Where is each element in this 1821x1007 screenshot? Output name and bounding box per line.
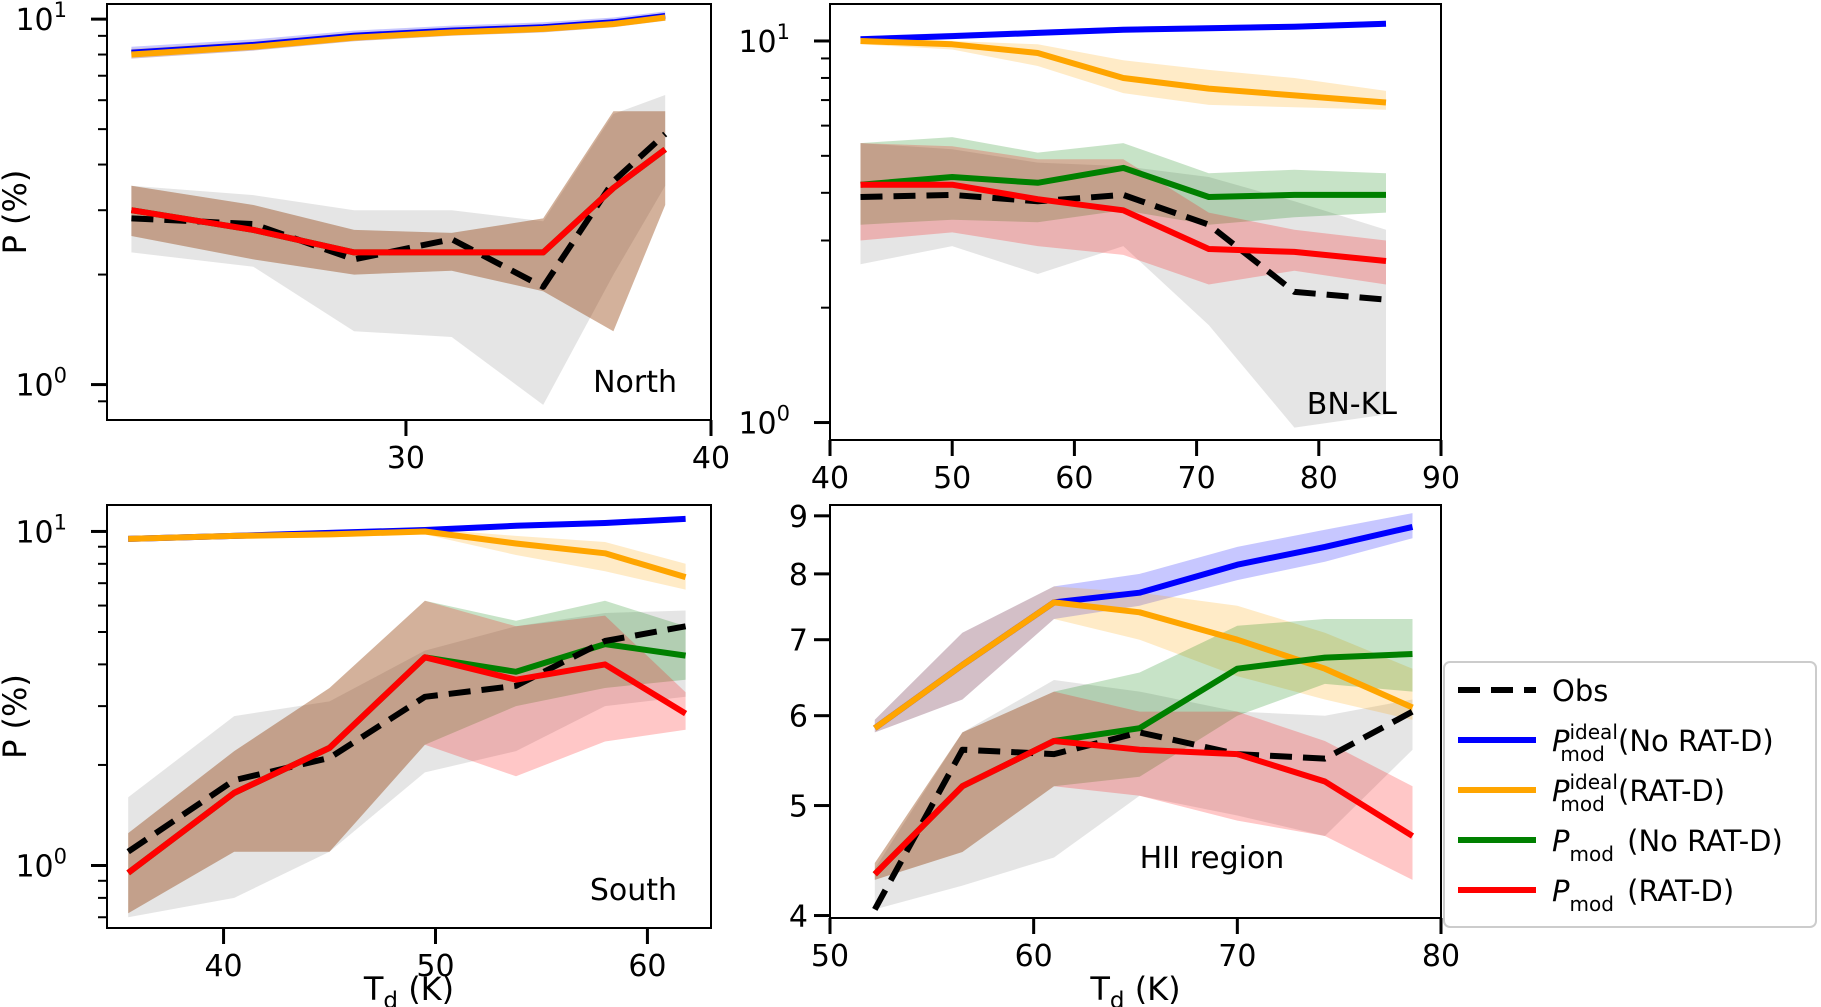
y-tick-label: 101 (15, 510, 67, 550)
x-axis-label: Td (K) (1089, 970, 1180, 1007)
line-obs (872, 708, 1414, 911)
line-ideal_ratd (128, 528, 687, 580)
line-ideal_nord (860, 20, 1387, 43)
y-tick-label: 9 (789, 500, 808, 535)
x-tick-label: 60 (1015, 939, 1053, 974)
band-mod_ratd (128, 600, 686, 914)
legend-label-mod_nord: Pmod (No RAT-D) (1552, 824, 1783, 866)
y-axis-label: P (%) (0, 170, 34, 255)
panel-south: 40 50 60 100 101 South P (%) Td (K) (0, 504, 712, 1007)
band-mod_nord (128, 600, 686, 914)
panel-title: South (590, 873, 677, 908)
band-obs (128, 610, 686, 918)
axes-frame (106, 504, 712, 929)
line-obs (126, 623, 687, 855)
band-obs (874, 680, 1413, 910)
x-tick-label: 60 (1055, 461, 1093, 496)
line-mod_ratd (860, 181, 1387, 264)
panel-title: HII region (1140, 841, 1285, 876)
line-ideal_ratd (131, 14, 666, 58)
band-ideal_ratd (874, 586, 1413, 733)
band-mod_ratd (874, 691, 1413, 880)
panel-title: North (593, 365, 677, 400)
line-ideal_ratd (860, 38, 1387, 106)
x-tick-label: 40 (811, 461, 849, 496)
legend-label-obs: Obs (1552, 674, 1608, 708)
line-mod_ratd (872, 738, 1415, 877)
band-ideal_nord (874, 513, 1413, 733)
x-axis-label: Td (K) (363, 970, 454, 1007)
legend-label-mod_ratd: Pmod (RAT-D) (1552, 874, 1734, 916)
line-mod_nord (860, 164, 1386, 200)
y-tick-label: 6 (789, 700, 808, 735)
y-tick-label: 4 (789, 900, 808, 935)
x-tick-label: 50 (811, 939, 849, 974)
line-mod_ratd (130, 146, 667, 256)
band-mod_ratd (131, 111, 666, 332)
band-mod_nord (131, 111, 666, 332)
panel-hii-region: 50 60 70 80 4 5 6 7 8 9 HII region Td (K) (789, 500, 1460, 1007)
axes-frame (106, 3, 712, 421)
x-tick-label: 50 (933, 461, 971, 496)
band-obs (860, 143, 1386, 428)
legend-label-ideal_nord: Pideal mod (No RAT-D) (1552, 720, 1774, 766)
legend: Obs Pideal mod (No RAT-D)Pideal mod (RAT-D)… (1443, 661, 1817, 928)
y-tick-label: 100 (15, 845, 67, 885)
y-tick-label: 7 (789, 624, 808, 659)
y-tick-label: 5 (789, 790, 808, 825)
line-mod_ratd (126, 654, 688, 876)
x-tick-label: 80 (1422, 939, 1460, 974)
legend-frame (1443, 661, 1817, 928)
panel-title: BN-KL (1307, 387, 1398, 422)
panel-bn-kl: 40 50 60 70 80 90 100 101 BN-KL (738, 3, 1460, 496)
x-tick-label: 40 (692, 441, 730, 476)
x-tick-label: 90 (1422, 461, 1460, 496)
band-mod_nord (860, 137, 1386, 225)
x-tick-label: 50 (416, 949, 454, 984)
y-tick-label: 101 (738, 20, 790, 60)
y-tick-label: 100 (738, 402, 790, 442)
line-obs (860, 191, 1387, 303)
x-tick-label: 30 (387, 441, 425, 476)
legend-label-ideal_ratd: Pideal mod (RAT-D) (1552, 770, 1725, 816)
x-tick-label: 80 (1300, 461, 1338, 496)
line-ideal_ratd (873, 599, 1414, 731)
x-tick-label: 70 (1218, 939, 1256, 974)
x-tick-label: 40 (204, 949, 242, 984)
x-tick-label: 60 (628, 949, 666, 984)
y-tick-label: 100 (15, 364, 67, 404)
y-tick-label: 101 (15, 0, 67, 38)
y-tick-label: 8 (789, 558, 808, 593)
x-tick-label: 70 (1178, 461, 1216, 496)
y-axis-label: P (%) (0, 674, 34, 759)
axes-frame (829, 3, 1442, 441)
panel-north: 30 40 100 101 North P (%) (0, 0, 730, 476)
axes-frame (829, 504, 1442, 919)
